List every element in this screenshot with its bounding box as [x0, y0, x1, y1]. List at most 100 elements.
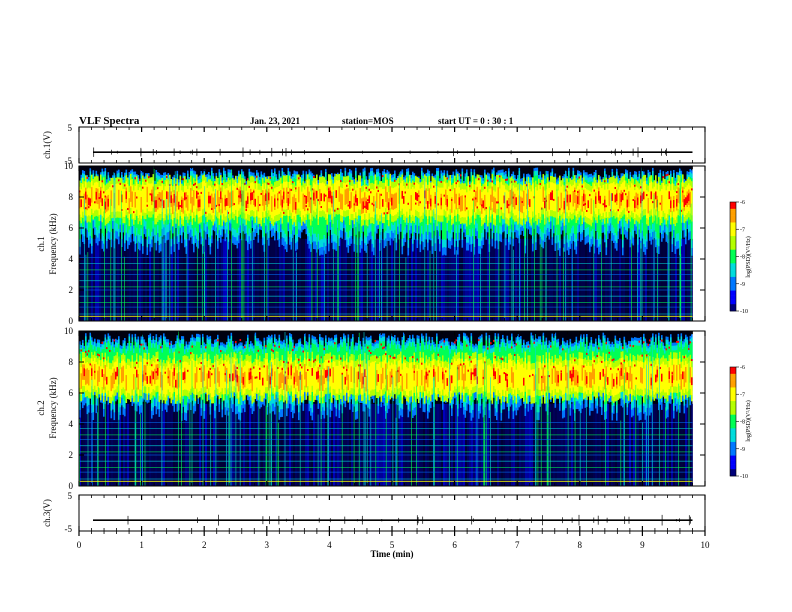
spectrogram-band-column: [602, 184, 605, 213]
spectrogram-low-hiss-column: [261, 403, 263, 486]
spectrogram-low-hiss-column: [519, 238, 521, 321]
spectrogram-peak-spot: [433, 185, 435, 188]
spectrogram-band-column: [166, 366, 168, 395]
spectrogram-band-column: [662, 183, 665, 211]
spectrogram-band-column: [685, 197, 687, 206]
spectrogram-low-hiss-column: [217, 238, 219, 321]
spectrogram-low-hiss-column: [109, 403, 111, 486]
spectrogram-band-column: [232, 190, 234, 206]
spectrogram-band-column: [575, 195, 578, 211]
spectrogram-band-column: [178, 201, 180, 210]
spectrogram-band-column: [271, 196, 273, 212]
spectrogram-peak-spot: [85, 350, 87, 353]
spectrogram-low-hiss-column: [529, 238, 531, 321]
spectrogram-low-hiss-column: [169, 403, 171, 486]
spectrogram-band-column: [376, 192, 378, 209]
spectrogram-low-hiss-column: [603, 238, 605, 321]
spectrogram-band-column: [356, 371, 359, 388]
spectrogram-band-column: [106, 376, 108, 385]
spectrogram-peak-spot: [646, 194, 648, 197]
spectrogram-low-hiss-column: [609, 403, 611, 486]
spectrogram-band-column: [158, 192, 161, 208]
spectrogram-low-hiss-column: [529, 403, 531, 486]
spectrogram-band-column: [599, 195, 602, 204]
spectrogram-band-column: [608, 190, 611, 206]
spectrogram-low-hiss-column: [299, 238, 301, 321]
spectrogram-peak-spot: [139, 178, 141, 181]
spectrogram-peak-spot: [205, 346, 207, 349]
spectrogram-band-column: [97, 370, 99, 387]
spectrogram-low-hiss-column: [257, 238, 259, 321]
spectrogram-band-column: [304, 195, 306, 212]
spectrogram-band-column: [85, 191, 87, 200]
spectrogram-peak-spot: [472, 198, 474, 201]
spectrogram-low-hiss-column: [349, 238, 351, 321]
spectrogram-low-hiss-column: [447, 403, 449, 486]
spectrogram-band-column: [409, 181, 411, 209]
spectrogram-band-column: [136, 181, 138, 210]
spectrogram-band-column: [677, 187, 680, 203]
spectrogram-peak-spot: [200, 362, 203, 364]
spectrogram-low-hiss-column: [153, 403, 155, 486]
spectrogram-band-column: [436, 366, 438, 395]
spectrogram-low-hiss-column: [307, 403, 309, 486]
spectrogram-band-column: [209, 195, 212, 204]
spectrogram-low-hiss-column: [671, 403, 673, 486]
spectrogram-band-column: [184, 192, 186, 201]
spectrogram-low-hiss-column: [457, 238, 459, 321]
spectrogram-band-column: [283, 191, 285, 200]
spectrogram-low-hiss-column: [309, 403, 311, 486]
spectrogram-peak-spot: [341, 372, 344, 375]
spectrogram-band-column: [245, 200, 248, 209]
spectrogram-peak-spot: [80, 349, 83, 352]
spectrogram-low-hiss-column: [81, 238, 83, 321]
spectrogram-peak-spot: [298, 358, 300, 361]
spectrogram-band-column: [106, 196, 108, 212]
spectrogram-band-column: [478, 180, 480, 209]
spectrogram-peak-spot: [469, 356, 471, 359]
spectrogram-low-hiss-column: [487, 403, 489, 486]
spectrogram-low-hiss-column: [611, 238, 613, 321]
spectrogram-band-column: [415, 368, 417, 397]
spectrogram-band-column: [601, 188, 603, 216]
spectrogram-peak-spot: [250, 368, 252, 371]
spectrogram-low-hiss-column: [533, 403, 535, 486]
spectrogram-low-hiss-column: [595, 238, 597, 321]
spectrogram-band-column: [401, 375, 404, 392]
spectrogram-peak-spot: [563, 201, 566, 203]
spectrogram-band-column: [439, 187, 441, 216]
spectrogram-low-hiss-column: [111, 403, 113, 486]
spectrogram-band-column: [467, 361, 470, 389]
spectrogram-low-hiss-column: [535, 238, 537, 321]
spectrogram-low-hiss-column: [133, 238, 135, 321]
spectrogram-band-column: [580, 181, 582, 210]
spectrogram-band-column: [214, 193, 216, 209]
spectrogram-peak-spot: [287, 361, 290, 364]
spectrogram-band-column: [403, 196, 405, 204]
spectrogram-low-hiss-column: [441, 403, 443, 486]
spectrogram-band-column: [103, 183, 105, 212]
spectrogram-band-column: [316, 371, 318, 380]
spectrogram-band-column: [253, 368, 255, 396]
spectrogram-band-column: [85, 369, 87, 385]
spectrogram-peak-spot: [455, 182, 458, 185]
spectrogram-low-hiss-column: [661, 403, 663, 486]
spectrogram-low-hiss-column: [187, 403, 189, 486]
spectrogram-peak-spot: [362, 377, 365, 380]
spectrogram-low-hiss-column: [127, 403, 129, 486]
spectrogram-low-hiss-column: [207, 403, 209, 486]
spectrogram-low-hiss-column: [215, 238, 217, 321]
spectrogram-band-column: [203, 365, 206, 381]
spectrogram-low-hiss-column: [389, 403, 391, 486]
spectrogram-band-column: [148, 183, 150, 212]
spectrogram-band-column: [505, 189, 507, 218]
spectrogram-low-hiss-column: [83, 403, 85, 486]
spectrogram-band-column: [535, 186, 537, 215]
spectrogram-peak-spot: [457, 367, 459, 370]
spectrogram-peak-spot: [161, 180, 164, 183]
spectrogram-low-hiss-column: [321, 403, 323, 486]
spectrogram-low-hiss-column: [297, 238, 299, 321]
spectrogram-band-column: [206, 187, 209, 216]
